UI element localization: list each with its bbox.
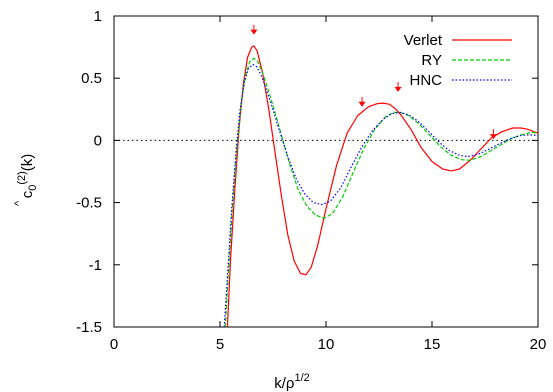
series-line-ry xyxy=(224,57,539,328)
x-tick-label: 15 xyxy=(424,336,441,353)
y-tick-label: 0.5 xyxy=(81,70,102,87)
legend: Verlet RY HNC xyxy=(404,32,512,89)
y-tick-label: 0 xyxy=(94,132,102,149)
svg-text:c0(2)(k): c0(2)(k) xyxy=(16,154,39,199)
y-axis-title-tail: (k) xyxy=(19,154,36,172)
x-axis-title-main: k/ρ xyxy=(274,375,294,392)
legend-label-hnc: HNC xyxy=(410,72,443,89)
annotation-arrow-head xyxy=(394,86,402,92)
x-tick-label: 0 xyxy=(110,336,118,353)
x-tick-label: 20 xyxy=(530,336,547,353)
series-line-verlet xyxy=(226,45,539,328)
x-tick-label: 5 xyxy=(216,336,224,353)
legend-label-ry: RY xyxy=(421,52,442,69)
x-axis-title-sup: 1/2 xyxy=(294,372,309,384)
axis-ticks: 0 5 10 15 20 1 0.5 0 -0.5 -1 -1.5 xyxy=(76,8,546,353)
y-axis-title-sup: (2) xyxy=(16,171,28,184)
y-tick-label: 1 xyxy=(94,8,102,25)
x-axis-title: k/ρ1/2 xyxy=(274,372,310,392)
x-tick-label: 10 xyxy=(318,336,335,353)
annotation-arrows xyxy=(250,24,497,140)
series-lines xyxy=(223,45,539,328)
legend-label-verlet: Verlet xyxy=(404,32,443,49)
y-tick-label: -1 xyxy=(89,257,102,274)
y-axis-title-hat: ^ xyxy=(13,200,25,206)
annotation-arrow-head xyxy=(250,29,258,35)
y-axis-title-sub: 0 xyxy=(27,185,39,191)
plot-frame xyxy=(113,15,539,328)
annotation-arrow-head xyxy=(358,101,366,107)
y-axis-title: c0(2)(k) ^ xyxy=(13,154,39,206)
y-tick-label: -0.5 xyxy=(76,195,102,212)
y-tick-label: -1.5 xyxy=(76,319,102,336)
annotation-arrow-head xyxy=(489,134,497,140)
y-axis-title-main: c xyxy=(19,190,36,198)
